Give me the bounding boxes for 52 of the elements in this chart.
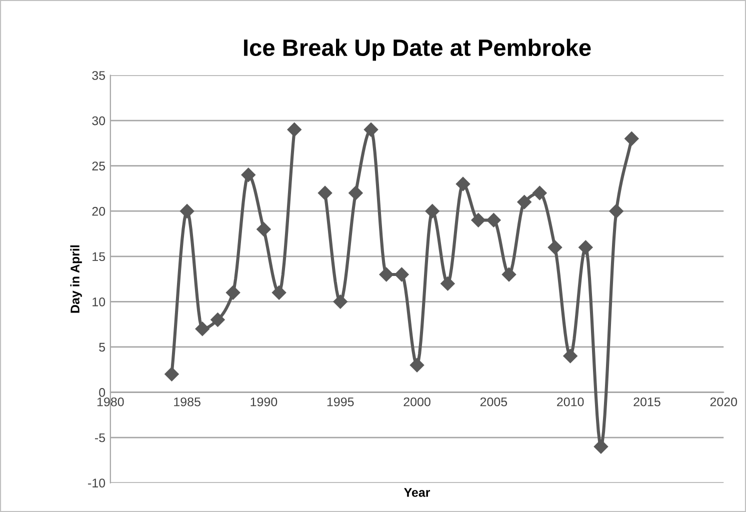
point [456, 176, 470, 192]
y-tick-label: 15 [92, 252, 106, 262]
point [272, 286, 286, 300]
point [425, 204, 440, 218]
point [532, 186, 547, 200]
point [471, 213, 486, 228]
x-axis-title: Year [404, 488, 430, 497]
x-tick-label: 1980 [97, 397, 124, 406]
x-tick-label: 1995 [327, 397, 354, 406]
y-tick-label: -10 [88, 478, 106, 488]
y-tick-label: -5 [94, 433, 106, 442]
point [164, 367, 179, 382]
y-tick-label: 20 [92, 206, 106, 216]
point [578, 240, 593, 254]
point [624, 132, 639, 146]
point [486, 213, 501, 228]
y-tick-label: 25 [92, 162, 106, 170]
y-tick-label: 30 [92, 116, 106, 126]
y-axis-title: Day in April [70, 245, 82, 313]
point [379, 267, 394, 282]
x-tick-label: 1985 [174, 397, 200, 406]
point [394, 267, 409, 282]
point [333, 294, 348, 309]
x-tick-label: 1990 [250, 397, 278, 406]
point [180, 204, 194, 218]
point [241, 168, 256, 182]
x-tick-label: 2005 [480, 397, 508, 406]
y-tick-label: 5 [99, 342, 106, 352]
x-tick-label: 2010 [557, 397, 584, 406]
point [517, 194, 532, 210]
point [594, 440, 608, 454]
point [348, 186, 363, 200]
point [210, 312, 225, 327]
point [287, 122, 302, 137]
point [502, 267, 516, 282]
point [609, 204, 624, 218]
point [410, 358, 424, 372]
x-tick-label: 2020 [710, 397, 738, 406]
point [440, 276, 455, 291]
chart-title: Ice Break Up Date at Pembroke [244, 38, 591, 61]
point [256, 222, 271, 236]
y-tick-label: 10 [92, 297, 106, 306]
y-tick-label: 35 [92, 71, 106, 80]
point [226, 286, 240, 300]
y-tick-label: 0 [99, 388, 106, 397]
point [563, 348, 578, 364]
point [318, 186, 332, 200]
point [195, 322, 210, 336]
point [548, 240, 562, 254]
x-tick-label: 2015 [634, 397, 660, 406]
x-tick-label: 2000 [404, 397, 430, 406]
point [364, 122, 378, 137]
